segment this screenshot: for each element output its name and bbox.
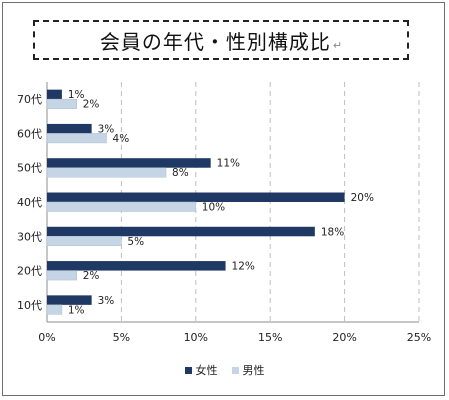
x-tick-label: 20% bbox=[332, 331, 356, 344]
data-label-female: 20% bbox=[351, 192, 374, 204]
y-category-label: 10代 bbox=[17, 299, 42, 312]
bar-female bbox=[47, 158, 211, 168]
data-label-female: 18% bbox=[321, 226, 344, 238]
bar-male bbox=[46, 201, 197, 212]
data-label-male: 2% bbox=[83, 270, 100, 282]
bar-male bbox=[46, 133, 107, 144]
y-category-label: 30代 bbox=[17, 230, 42, 243]
legend-item-female: 女性 bbox=[184, 362, 218, 378]
bar-female bbox=[47, 261, 226, 271]
bar-female bbox=[47, 226, 315, 237]
legend-swatch-male bbox=[231, 366, 239, 374]
y-category-label: 40代 bbox=[17, 196, 42, 209]
x-tick-label: 10% bbox=[184, 331, 208, 344]
legend-swatch-female bbox=[184, 366, 192, 374]
data-label-male: 2% bbox=[83, 99, 100, 111]
legend-label-female: 女性 bbox=[195, 364, 218, 377]
data-label-female: 3% bbox=[98, 295, 115, 307]
bar-male bbox=[46, 98, 78, 109]
x-tick-label: 0% bbox=[38, 331, 55, 344]
y-category-label: 20代 bbox=[17, 265, 42, 278]
chart-title: 会員の年代・性別構成比 bbox=[99, 29, 331, 54]
data-label-male: 5% bbox=[127, 236, 144, 248]
data-label-male: 8% bbox=[172, 167, 189, 179]
bar-female bbox=[47, 123, 92, 134]
bar-male bbox=[46, 236, 122, 247]
bar-female bbox=[47, 295, 92, 305]
x-tick-label: 25% bbox=[407, 331, 431, 344]
data-label-male: 10% bbox=[202, 202, 225, 214]
x-tick-label: 5% bbox=[113, 331, 130, 344]
data-label-female: 11% bbox=[217, 158, 240, 170]
legend-item-male: 男性 bbox=[231, 362, 265, 378]
data-label-male: 4% bbox=[113, 133, 130, 145]
data-label-female: 3% bbox=[98, 123, 115, 135]
data-label-female: 12% bbox=[232, 261, 255, 273]
x-tick-label: 15% bbox=[258, 331, 282, 344]
chart-title-box: 会員の年代・性別構成比 ↵ bbox=[33, 20, 409, 60]
bar-male bbox=[46, 304, 63, 315]
bar-male bbox=[46, 270, 78, 281]
y-category-label: 50代 bbox=[17, 162, 42, 175]
bar-male bbox=[46, 167, 167, 178]
y-category-label: 70代 bbox=[17, 93, 42, 106]
data-label-female: 1% bbox=[68, 89, 85, 101]
bar-female bbox=[47, 192, 345, 202]
legend-label-male: 男性 bbox=[242, 364, 265, 377]
bar-female bbox=[47, 89, 62, 100]
paragraph-mark: ↵ bbox=[332, 38, 343, 52]
legend: 女性 男性 bbox=[0, 362, 449, 378]
data-label-male: 1% bbox=[68, 304, 85, 316]
y-category-label: 60代 bbox=[17, 127, 42, 140]
